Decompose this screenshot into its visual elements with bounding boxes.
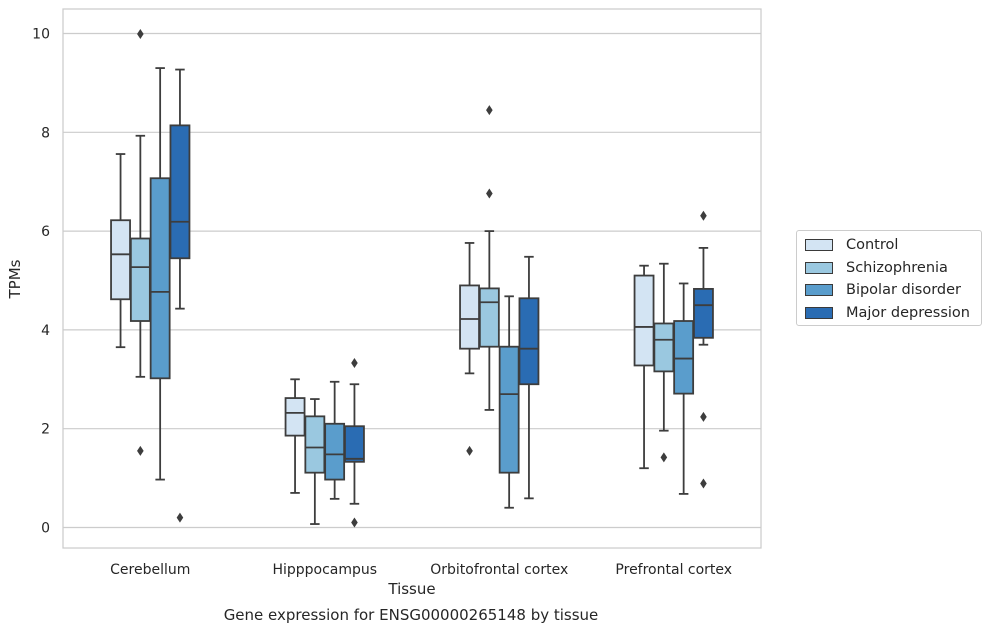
box-iqr — [518, 297, 540, 386]
box-iqr — [498, 345, 520, 474]
y-tick-label-10: 10 — [32, 27, 50, 43]
outlier-0 — [351, 517, 358, 528]
legend-swatch-control — [805, 239, 833, 251]
box-2-3 — [673, 282, 695, 495]
box-3-2 — [518, 255, 540, 500]
outlier-0 — [137, 445, 144, 456]
box-2-1 — [324, 380, 346, 500]
y-tick-labels: 0 2 4 6 8 10 — [32, 27, 50, 537]
box-iqr — [693, 287, 714, 339]
outlier-1 — [351, 357, 358, 368]
y-tick-label-0: 0 — [41, 521, 50, 537]
box-1-3 — [653, 262, 675, 463]
plot-area-frame — [62, 8, 762, 549]
box-iqr — [633, 274, 655, 367]
box-iqr — [653, 322, 675, 373]
box-iqr — [344, 425, 365, 463]
x-tick-label-2: Orbitofrontal cortex — [430, 562, 568, 578]
box-iqr — [304, 415, 326, 474]
box-1-1 — [304, 398, 326, 525]
legend-item-control: Control — [805, 235, 898, 255]
legend-item-schizophrenia: Schizophrenia — [805, 258, 948, 278]
box-0-0 — [110, 153, 131, 349]
box-0-3 — [633, 264, 655, 470]
legend-item-major-depression: Major depression — [805, 303, 970, 323]
box-2-2 — [498, 295, 520, 509]
box-1-2 — [478, 105, 500, 411]
y-tick-label-6: 6 — [41, 224, 50, 240]
box-1-0 — [129, 28, 151, 456]
box-iqr — [673, 320, 695, 395]
box-3-1 — [344, 357, 365, 528]
boxes-layer — [110, 28, 714, 528]
box-iqr — [459, 284, 480, 350]
outlier-0 — [486, 188, 493, 199]
box-iqr — [169, 124, 191, 260]
box-iqr — [110, 219, 131, 301]
x-tick-label-0: Cerebellum — [110, 562, 190, 578]
y-axis-label: TPMs — [6, 259, 24, 299]
box-3-0 — [169, 68, 191, 523]
outlier-0 — [660, 452, 668, 463]
outlier-1 — [700, 411, 707, 422]
box-2-0 — [149, 67, 171, 481]
x-tick-label-3: Prefrontal cortex — [615, 562, 732, 578]
outlier-0 — [176, 512, 184, 523]
box-iqr — [324, 422, 346, 481]
legend-label-schizophrenia: Schizophrenia — [846, 260, 948, 276]
figure-caption: Gene expression for ENSG00000265148 by t… — [223, 606, 599, 624]
legend-swatch-major-depression — [805, 307, 833, 319]
legend-label-bipolar-disorder: Bipolar disorder — [846, 282, 961, 298]
y-tick-label-8: 8 — [41, 125, 50, 141]
box-0-1 — [284, 378, 306, 494]
legend-label-control: Control — [846, 237, 899, 253]
x-tick-label-1: Hipppocampus — [272, 562, 377, 578]
legend: Control Schizophrenia Bipolar disorder M… — [796, 230, 982, 326]
legend-item-bipolar-disorder: Bipolar disorder — [805, 280, 961, 300]
x-tick-labels: Cerebellum Hipppocampus Orbitofrontal cort… — [110, 562, 732, 578]
box-3-3 — [693, 210, 714, 489]
outlier-0 — [700, 478, 707, 489]
box-0-2 — [459, 242, 480, 456]
outlier-1 — [137, 28, 144, 39]
legend-swatch-bipolar-disorder — [805, 284, 833, 296]
box-iqr — [478, 287, 500, 348]
outlier-1 — [486, 105, 493, 116]
y-tick-label-2: 2 — [41, 422, 50, 438]
legend-label-major-depression: Major depression — [846, 305, 970, 321]
box-iqr — [129, 237, 151, 322]
outlier-0 — [466, 445, 473, 456]
x-axis-label: Tissue — [387, 580, 435, 598]
y-tick-label-4: 4 — [41, 323, 50, 339]
box-iqr — [149, 177, 171, 380]
legend-swatch-schizophrenia — [805, 262, 833, 274]
box-iqr — [284, 397, 306, 437]
outlier-2 — [700, 210, 707, 221]
